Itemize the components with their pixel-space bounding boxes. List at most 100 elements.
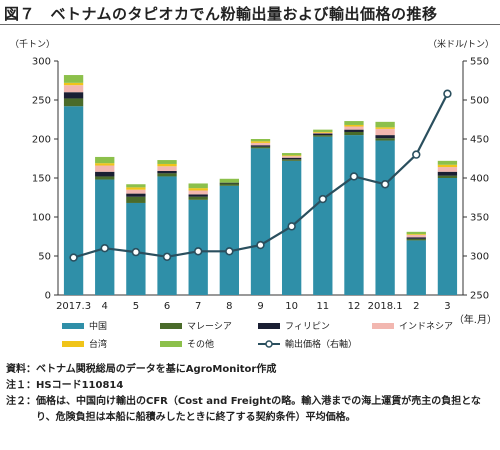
- bar-segment: [437, 175, 458, 178]
- legend-swatch: [258, 323, 280, 329]
- right-tick-label: 500: [470, 96, 489, 107]
- price-point: [380, 180, 390, 189]
- bar-segment: [250, 146, 271, 149]
- bar-segment: [126, 187, 146, 190]
- title-divider: [0, 24, 500, 25]
- price-point: [256, 240, 265, 250]
- bar-segment: [95, 156, 115, 164]
- bar-segment: [157, 166, 177, 171]
- price-point: [162, 252, 172, 261]
- legend-label: インドネシア: [399, 321, 453, 332]
- bar-segment: [344, 131, 364, 136]
- x-tick-label: 9: [257, 301, 263, 312]
- bar-segment: [406, 238, 426, 241]
- chart-canvas: 0 50 100 150 200 250 300 250 300 350 400 450 500 550 2…: [32, 57, 497, 351]
- right-tick-label: 550: [470, 57, 489, 68]
- legend-label: 中国: [89, 320, 107, 332]
- price-point: [443, 89, 452, 98]
- x-tick-label: 7: [195, 301, 201, 312]
- price-point: [318, 194, 328, 204]
- chart-title: 図７ ベトナムのタピオカでん粉輸出量および輸出価格の推移: [4, 5, 438, 23]
- bar-segment: [375, 127, 395, 129]
- legend-label: フィリピン: [285, 321, 330, 332]
- bar-segment: [126, 184, 146, 188]
- right-tick-label: 450: [470, 135, 489, 146]
- bar-segment: [63, 98, 84, 107]
- x-tick-label: 4: [102, 301, 108, 312]
- note-2-text: 価格は、中国向け輸出のCFR（Cost and Freightの略。輸入港までの…: [36, 396, 481, 423]
- bar-segment: [281, 159, 302, 161]
- right-tick-label: 250: [470, 291, 489, 302]
- left-axis-unit: （千トン）: [10, 40, 56, 50]
- bar-segment: [63, 75, 84, 83]
- left-tick-label: 150: [32, 174, 51, 185]
- bar-segment: [375, 121, 395, 128]
- legend-swatch: [62, 341, 84, 347]
- bar-segment: [126, 189, 146, 194]
- x-tick-label: 5: [133, 301, 139, 312]
- bar-segment: [157, 176, 177, 295]
- bar-segment: [250, 139, 271, 142]
- bar-segment: [250, 142, 271, 146]
- bar-segment: [344, 124, 364, 127]
- right-axis-unit: （米ドル/トン）: [428, 40, 495, 50]
- bar-segment: [95, 171, 115, 177]
- bar-segment: [95, 179, 115, 295]
- legend-swatch: [62, 323, 84, 329]
- legend-swatch: [160, 323, 182, 329]
- price-point: [287, 222, 296, 231]
- legend-label: 台湾: [89, 338, 107, 350]
- bar-segment: [219, 182, 240, 184]
- bar-segment: [188, 194, 208, 197]
- price-point: [69, 253, 78, 262]
- bar-segment: [313, 132, 333, 134]
- left-tick-label: 100: [32, 213, 51, 224]
- bar-segment: [95, 176, 115, 180]
- bar-segment: [219, 185, 240, 295]
- bar-segment: [313, 135, 333, 137]
- bar-segment: [157, 163, 177, 167]
- legend-label: マレーシア: [187, 322, 232, 332]
- legend-line-marker: [265, 340, 273, 348]
- legend-label: 輸出価格（右軸）: [285, 338, 357, 350]
- note-1: 注１： HSコード110814: [6, 378, 496, 394]
- x-tick-label: 6: [164, 301, 170, 312]
- left-tick-label: 250: [32, 96, 51, 107]
- note-2-label: 注２：: [6, 396, 36, 407]
- x-axis-unit: （年.月）: [454, 313, 497, 326]
- note-source: 資料： ベトナム関税総局のデータを基にAgroMonitor作成: [6, 362, 496, 378]
- bar-segment: [95, 163, 115, 166]
- price-point: [100, 244, 109, 253]
- bar-segment: [313, 131, 333, 133]
- price-point: [225, 247, 234, 256]
- legend-swatch: [160, 341, 182, 347]
- right-tick-label: 350: [470, 213, 489, 224]
- bar-segment: [281, 155, 302, 157]
- bar-segment: [344, 126, 364, 130]
- legend-swatch: [372, 323, 394, 329]
- bar-segment: [250, 145, 271, 147]
- bar-segment: [188, 188, 208, 191]
- bar-segment: [157, 160, 177, 164]
- bar-segment: [219, 183, 240, 186]
- bar-segment: [250, 148, 271, 295]
- bar-segment: [406, 240, 426, 295]
- x-tick-label: 12: [348, 301, 361, 312]
- note-1-text: HSコード110814: [36, 380, 124, 391]
- left-tick-label: 300: [32, 57, 51, 68]
- x-tick-label: 11: [316, 301, 329, 312]
- bar-segment: [95, 165, 115, 172]
- bar-segment: [281, 156, 302, 158]
- x-tick-label: 2: [413, 301, 419, 312]
- bar-segment: [126, 193, 146, 197]
- left-tick-label: 50: [38, 252, 51, 263]
- bar-segment: [63, 85, 84, 93]
- bar-segment: [188, 196, 208, 200]
- bar-segment: [344, 129, 364, 132]
- price-point: [193, 247, 203, 256]
- bar-segment: [344, 135, 364, 295]
- x-tick-label: 8: [226, 301, 232, 312]
- bar-segment: [250, 141, 271, 143]
- left-tick-label: 200: [32, 135, 51, 146]
- notes-block: 資料： ベトナム関税総局のデータを基にAgroMonitor作成 注１： HSコ…: [6, 362, 496, 426]
